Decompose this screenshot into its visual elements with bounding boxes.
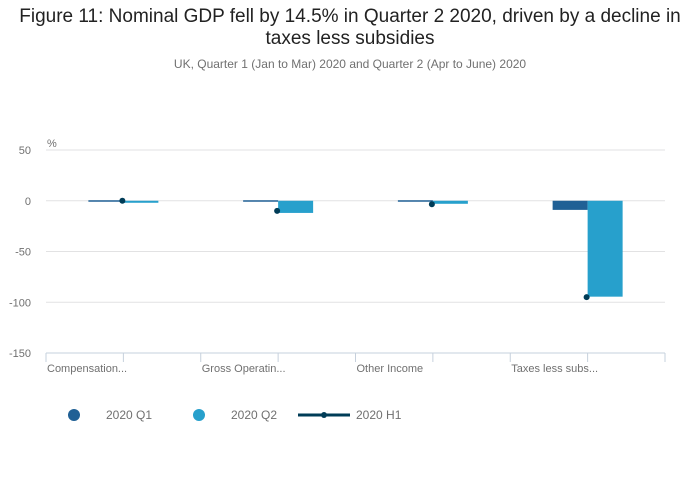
x-tick-label: Compensation... — [47, 363, 127, 375]
chart-title-text: Figure 11: Nominal GDP fell by 14.5% in … — [19, 6, 681, 49]
chart-title: Figure 11: Nominal GDP fell by 14.5% in … — [0, 6, 700, 50]
legend-swatch — [193, 409, 205, 421]
legend-swatch — [68, 409, 80, 421]
bar-2020-q2 — [278, 200, 314, 213]
y-axis: % 50 0 -50 -100 -150 — [9, 138, 57, 360]
y-tick-label: 0 — [25, 196, 31, 208]
marker-2020-h1 — [428, 201, 435, 208]
bar-2020-q1 — [243, 200, 279, 202]
legend: 2020 Q1 2020 Q2 2020 H1 — [68, 408, 402, 422]
marker-2020-h1 — [274, 207, 281, 214]
gridlines — [46, 149, 665, 303]
legend-label: 2020 Q2 — [231, 408, 277, 422]
bar-2020-q2 — [432, 200, 468, 204]
legend-label: 2020 H1 — [356, 408, 402, 422]
y-axis-label: % — [47, 138, 57, 150]
marker-2020-h1 — [119, 197, 126, 204]
y-tick-label: -100 — [9, 297, 31, 309]
legend-marker — [321, 412, 327, 418]
x-tick-label: Gross Operatin... — [202, 363, 286, 375]
chart-subtitle: UK, Quarter 1 (Jan to Mar) 2020 and Quar… — [173, 57, 527, 71]
x-axis: Compensation... Gross Operatin... Other In… — [45, 352, 666, 375]
bar-2020-q2 — [587, 200, 623, 297]
bar-2020-q1 — [88, 200, 124, 202]
y-tick-label: 50 — [19, 145, 31, 157]
legend-label: 2020 Q1 — [106, 408, 152, 422]
bar-2020-q2 — [123, 200, 159, 203]
bars — [88, 200, 623, 297]
bar-2020-q1 — [552, 200, 588, 210]
markers — [119, 197, 590, 301]
y-tick-label: -150 — [9, 348, 31, 360]
y-tick-label: -50 — [15, 247, 31, 259]
x-tick-label: Other Income — [357, 363, 424, 375]
x-tick-label: Taxes less subs... — [511, 363, 598, 375]
marker-2020-h1 — [583, 294, 590, 301]
bar-2020-q1 — [397, 200, 433, 202]
